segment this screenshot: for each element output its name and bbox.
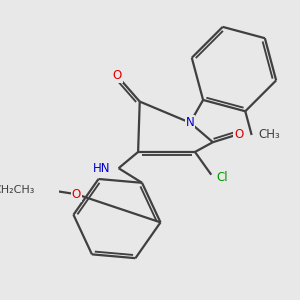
Text: O: O [112, 69, 122, 82]
Text: O: O [72, 188, 81, 201]
Text: Cl: Cl [217, 171, 228, 184]
Text: O: O [234, 128, 244, 141]
Text: CH₃: CH₃ [258, 128, 280, 142]
Text: HN: HN [93, 162, 110, 175]
Text: N: N [186, 116, 194, 129]
Text: CH₂CH₃: CH₂CH₃ [0, 185, 34, 195]
